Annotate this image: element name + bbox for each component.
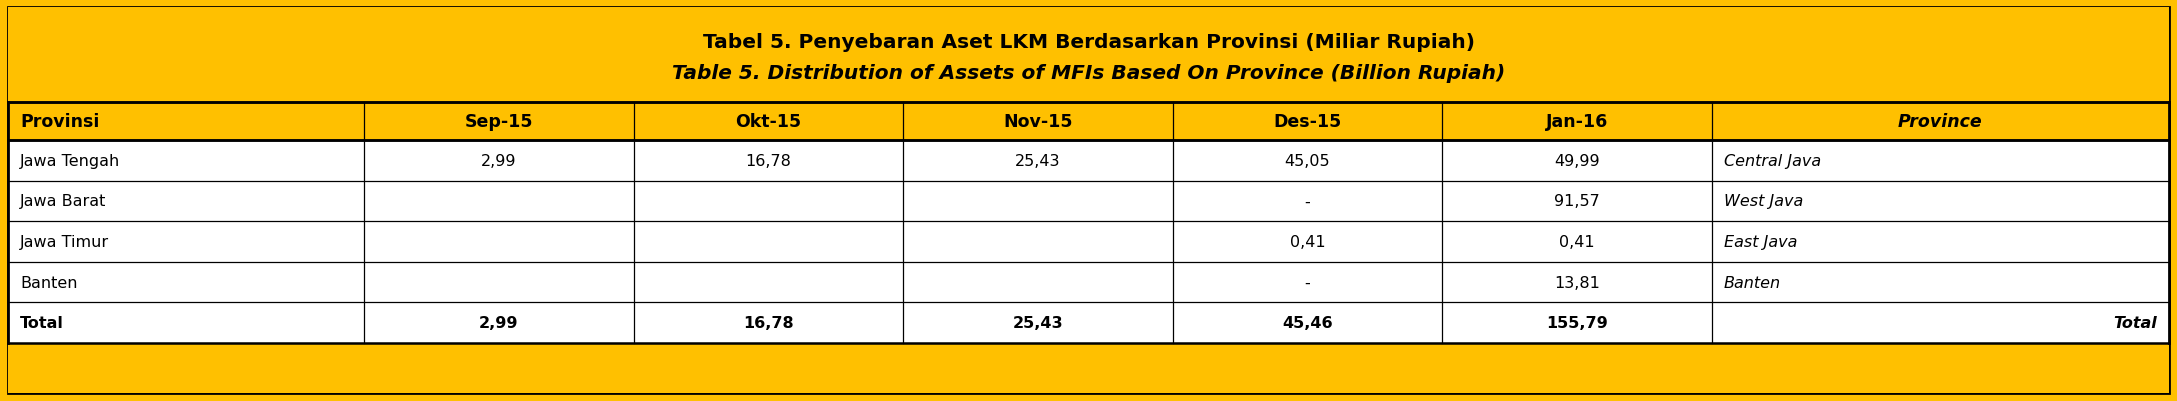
Text: Total: Total — [20, 316, 63, 330]
Text: 25,43: 25,43 — [1014, 154, 1060, 168]
Text: 25,43: 25,43 — [1012, 316, 1062, 330]
Text: Jawa Tengah: Jawa Tengah — [20, 154, 120, 168]
Text: -: - — [1304, 275, 1311, 290]
Text: Province: Province — [1898, 113, 1983, 131]
Text: 16,78: 16,78 — [742, 316, 795, 330]
Text: Banten: Banten — [20, 275, 78, 290]
Text: 45,46: 45,46 — [1282, 316, 1332, 330]
Text: 155,79: 155,79 — [1546, 316, 1609, 330]
Text: 2,99: 2,99 — [481, 154, 516, 168]
Text: 45,05: 45,05 — [1284, 154, 1330, 168]
Bar — [9, 103, 2168, 141]
Text: Des-15: Des-15 — [1274, 113, 1341, 131]
Text: Sep-15: Sep-15 — [464, 113, 533, 131]
Text: 2,99: 2,99 — [479, 316, 518, 330]
Text: Jawa Timur: Jawa Timur — [20, 235, 109, 249]
Text: Jawa Barat: Jawa Barat — [20, 194, 107, 209]
Text: Okt-15: Okt-15 — [736, 113, 801, 131]
Bar — [9, 343, 2168, 393]
Text: Table 5. Distribution of Assets of MFIs Based On Province (Billion Rupiah): Table 5. Distribution of Assets of MFIs … — [673, 64, 1504, 83]
Text: 49,99: 49,99 — [1554, 154, 1600, 168]
Text: -: - — [1304, 194, 1311, 209]
Text: 13,81: 13,81 — [1554, 275, 1600, 290]
Text: 16,78: 16,78 — [745, 154, 792, 168]
Bar — [9, 141, 2168, 343]
Text: Nov-15: Nov-15 — [1004, 113, 1073, 131]
Text: Provinsi: Provinsi — [20, 113, 100, 131]
Text: Banten: Banten — [1724, 275, 1781, 290]
Text: Jan-16: Jan-16 — [1546, 113, 1609, 131]
Text: Central Java: Central Java — [1724, 154, 1820, 168]
Text: Total: Total — [2114, 316, 2157, 330]
Text: 0,41: 0,41 — [1559, 235, 1596, 249]
Text: 91,57: 91,57 — [1554, 194, 1600, 209]
Bar — [9, 8, 2168, 103]
Text: 0,41: 0,41 — [1289, 235, 1326, 249]
Text: West Java: West Java — [1724, 194, 1803, 209]
Text: Tabel 5. Penyebaran Aset LKM Berdasarkan Provinsi (Miliar Rupiah): Tabel 5. Penyebaran Aset LKM Berdasarkan… — [703, 33, 1474, 52]
Text: East Java: East Java — [1724, 235, 1798, 249]
